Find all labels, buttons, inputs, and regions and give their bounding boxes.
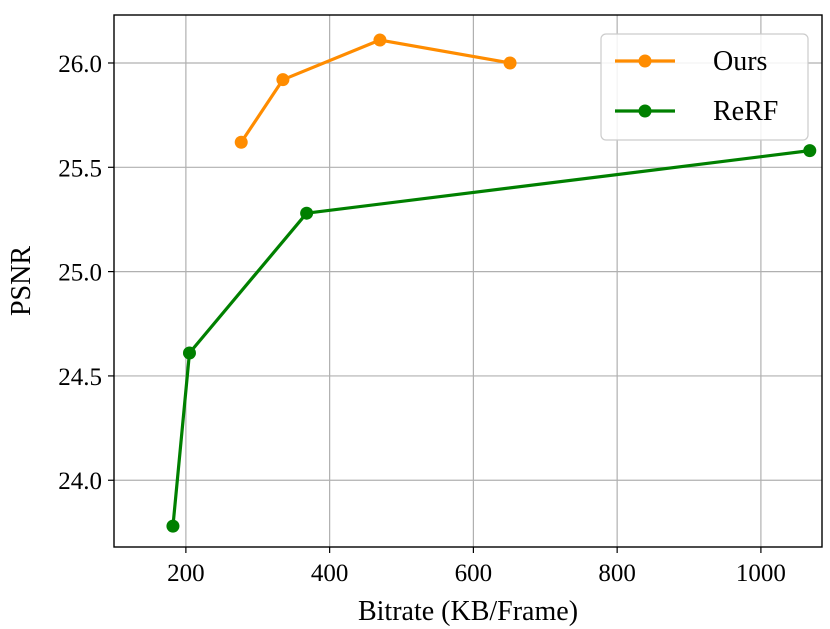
y-tick-label: 26.0 [58, 51, 102, 78]
y-tick-label: 24.0 [58, 468, 102, 495]
x-tick-label: 200 [167, 560, 205, 587]
x-axis-label: Bitrate (KB/Frame) [358, 596, 578, 627]
x-tick-label: 400 [311, 560, 349, 587]
legend-item-rerf: ReRF [615, 96, 778, 127]
x-tick-label: 800 [598, 560, 636, 587]
data-point [503, 56, 517, 70]
legend-marker [638, 54, 652, 68]
data-point [234, 135, 248, 149]
data-point [276, 73, 290, 87]
data-point [166, 519, 180, 533]
y-tick-label: 25.0 [58, 260, 102, 287]
data-point [373, 33, 387, 47]
x-tick-label: 600 [455, 560, 493, 587]
series-line [171, 149, 810, 527]
data-point [182, 346, 196, 360]
legend-marker [638, 104, 652, 118]
y-tick-label: 24.5 [58, 364, 102, 391]
legend-item-ours: Ours [615, 46, 767, 77]
legend: Ours ReRF [600, 33, 809, 141]
data-point [803, 144, 817, 158]
series-rerf [166, 144, 817, 533]
legend-label: ReRF [713, 96, 778, 127]
series-layer [166, 33, 817, 533]
plot-frame [113, 14, 823, 548]
data-point [300, 206, 314, 220]
axis-ticks: 200 400 600 800 1000 24.0 24.5 25.0 25.5 26.0 [58, 51, 786, 587]
series-ours [234, 33, 517, 149]
y-tick-label: 25.5 [58, 155, 102, 182]
series-line [239, 38, 511, 144]
x-tick-label: 1000 [736, 560, 786, 587]
legend-label: Ours [713, 46, 767, 77]
y-axis-label: PSNR [6, 246, 37, 316]
